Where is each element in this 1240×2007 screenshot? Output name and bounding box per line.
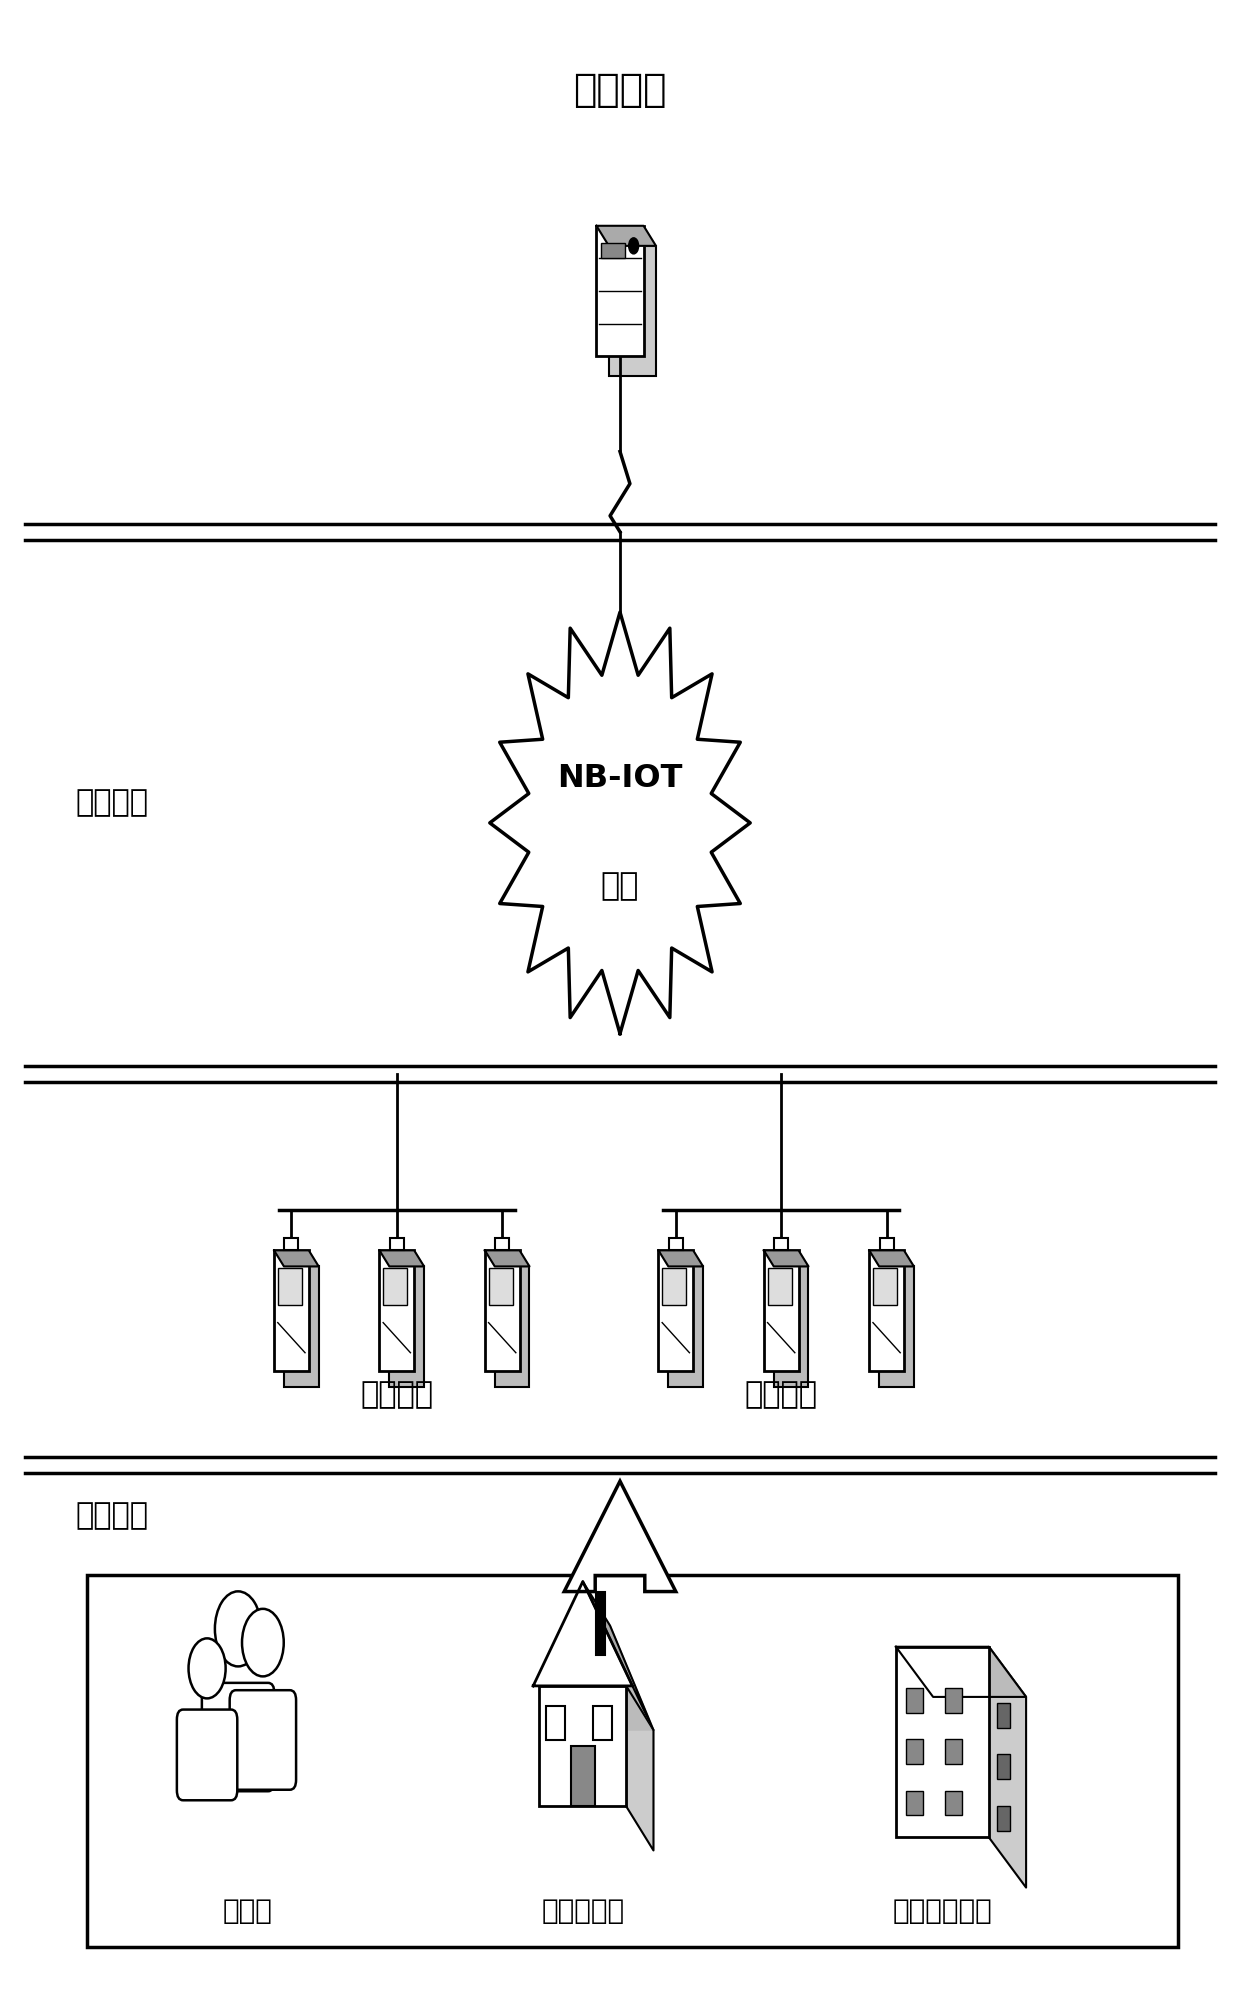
Polygon shape [869, 1250, 914, 1266]
Text: 智能电表: 智能电表 [361, 1381, 433, 1409]
Bar [768, 1268, 792, 1305]
Bar [997, 1806, 1011, 1830]
Bar [945, 1790, 962, 1816]
Bar [495, 1238, 510, 1250]
Polygon shape [490, 612, 750, 1034]
FancyBboxPatch shape [202, 1682, 274, 1790]
Bar [658, 1250, 693, 1371]
Polygon shape [990, 1646, 1025, 1887]
Text: 用采主站: 用采主站 [573, 72, 667, 108]
Bar [905, 1790, 924, 1816]
Bar [383, 1268, 408, 1305]
Bar [997, 1702, 1011, 1728]
Bar [595, 1592, 605, 1654]
Bar [905, 1740, 924, 1764]
Bar [389, 1238, 404, 1250]
Polygon shape [533, 1582, 632, 1686]
Polygon shape [379, 1250, 424, 1266]
Bar [879, 1238, 894, 1250]
Text: 居民户: 居民户 [223, 1897, 273, 1925]
Polygon shape [764, 1250, 808, 1266]
Bar [572, 1746, 594, 1806]
Bar [905, 1688, 924, 1712]
Bar [489, 1268, 513, 1305]
Bar [547, 1706, 565, 1740]
Text: 通信信道: 通信信道 [76, 789, 148, 817]
Circle shape [242, 1610, 284, 1676]
Bar [774, 1238, 789, 1250]
Bar [945, 1740, 962, 1764]
Bar [945, 1688, 962, 1712]
Bar [668, 1238, 683, 1250]
FancyBboxPatch shape [177, 1710, 237, 1800]
Text: 智能电表: 智能电表 [745, 1381, 817, 1409]
FancyBboxPatch shape [229, 1690, 296, 1790]
Bar [495, 1266, 529, 1387]
Bar [668, 1266, 703, 1387]
Bar [485, 1250, 520, 1371]
Bar [764, 1250, 799, 1371]
Bar [609, 247, 656, 377]
Bar [879, 1266, 914, 1387]
Bar [539, 1686, 626, 1806]
Text: 智能园区用户: 智能园区用户 [893, 1897, 992, 1925]
Polygon shape [564, 1481, 676, 1592]
Bar [274, 1250, 309, 1371]
Polygon shape [895, 1646, 1025, 1698]
Polygon shape [485, 1250, 529, 1266]
Bar [284, 1238, 299, 1250]
Bar [873, 1268, 898, 1305]
Circle shape [629, 239, 639, 255]
Polygon shape [274, 1250, 319, 1266]
Text: 电力用户: 电力用户 [76, 1501, 148, 1529]
Bar [662, 1268, 687, 1305]
Polygon shape [626, 1686, 653, 1850]
Circle shape [188, 1638, 226, 1698]
Bar [869, 1250, 904, 1371]
Text: 工商业用户: 工商业用户 [541, 1897, 625, 1925]
Bar [895, 1646, 990, 1838]
Polygon shape [658, 1250, 703, 1266]
Bar [284, 1266, 319, 1387]
Bar [774, 1266, 808, 1387]
Polygon shape [596, 227, 656, 247]
Text: NB-IOT: NB-IOT [557, 763, 683, 795]
Bar [87, 1575, 1178, 1947]
Bar [601, 243, 625, 259]
Text: 网络: 网络 [600, 871, 640, 903]
Bar [278, 1268, 303, 1305]
Bar [596, 227, 644, 357]
Polygon shape [583, 1582, 653, 1730]
Polygon shape [567, 1626, 653, 1730]
Bar [593, 1706, 613, 1740]
Bar [379, 1250, 414, 1371]
Circle shape [215, 1592, 262, 1666]
Bar [389, 1266, 424, 1387]
Bar [997, 1754, 1011, 1778]
